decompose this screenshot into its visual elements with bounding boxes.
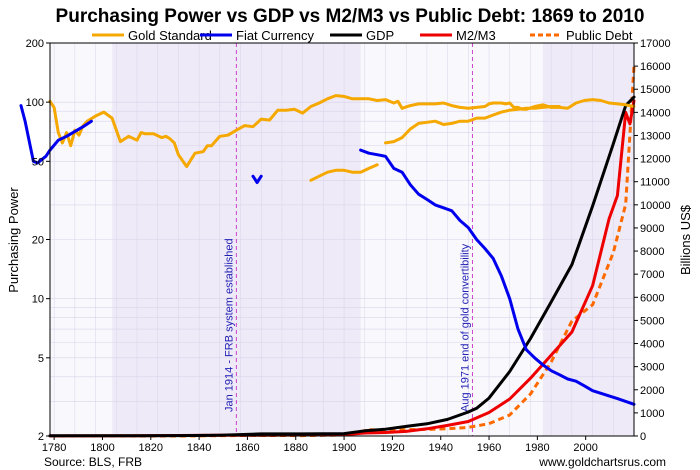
- right-tick-label: 14000: [640, 107, 671, 119]
- right-tick-label: 5000: [640, 315, 664, 327]
- x-tick-label: 2000: [573, 442, 597, 454]
- legend-label-m2m3: M2/M3: [456, 28, 496, 43]
- x-tick-label: 1840: [187, 442, 211, 454]
- right-tick-label: 17000: [640, 38, 671, 50]
- right-axis-ticks: 0 1000 2000 3000 4000 5000 6000 7000 8000 9000 100…: [634, 38, 671, 443]
- left-tick-label: 5: [38, 353, 44, 365]
- right-tick-label: 7000: [640, 269, 664, 281]
- right-tick-label: 8000: [640, 246, 664, 258]
- source-note: Source: BLS, FRB: [44, 455, 142, 469]
- legend-label-fiat: Fiat Currency: [236, 28, 315, 43]
- x-tick-label: 1780: [42, 442, 66, 454]
- right-tick-label: 3000: [640, 362, 664, 374]
- right-tick-label: 10000: [640, 200, 671, 212]
- right-tick-label: 16000: [640, 61, 671, 73]
- x-tick-label: 1960: [477, 442, 501, 454]
- legend: Gold Standard Fiat Currency GDP M2/M3 Pu…: [92, 28, 633, 43]
- right-tick-label: 15000: [640, 84, 671, 96]
- grid: [50, 42, 635, 437]
- x-tick-label: 1880: [284, 442, 308, 454]
- left-axis-ticks: 2 5 10 20 50 100 200: [26, 38, 50, 443]
- right-tick-label: 4000: [640, 339, 664, 351]
- right-axis-label: Billions US$: [678, 204, 693, 275]
- annotation-label-1: Aug 1971 end of gold convertibility: [459, 243, 471, 412]
- left-tick-label: 100: [26, 97, 44, 109]
- x-tick-label: 1820: [139, 442, 163, 454]
- series-fiat-segment-2: [359, 148, 636, 406]
- left-axis-label: Purchasing Power: [6, 187, 21, 293]
- x-tick-label: 1800: [90, 442, 114, 454]
- series-gold-segment-1: [309, 163, 379, 182]
- left-tick-label: 10: [32, 294, 44, 306]
- x-axis-ticks: 1780 1800 1820 1840 1860 1880 1900 1920 1940 1960…: [42, 436, 598, 454]
- right-tick-label: 13000: [640, 130, 671, 142]
- x-tick-label: 1920: [380, 442, 404, 454]
- legend-label-debt: Public Debt: [566, 28, 633, 43]
- left-tick-label: 200: [26, 38, 44, 50]
- right-tick-label: 2000: [640, 385, 664, 397]
- series-fiat-segment-0: [19, 104, 93, 165]
- series-fiat-segment-1: [251, 174, 263, 184]
- legend-label-gdp: GDP: [366, 28, 394, 43]
- right-tick-label: 1000: [640, 408, 664, 420]
- x-tick-label: 1940: [428, 442, 452, 454]
- chart-title: Purchasing Power vs GDP vs M2/M3 vs Publ…: [56, 6, 645, 27]
- right-tick-label: 9000: [640, 223, 664, 235]
- x-tick-label: 1900: [332, 442, 356, 454]
- left-tick-label: 50: [32, 156, 44, 168]
- right-tick-label: 12000: [640, 154, 671, 166]
- left-tick-label: 2: [38, 431, 44, 443]
- right-tick-label: 0: [640, 431, 646, 443]
- legend-label-gold: Gold Standard: [128, 28, 212, 43]
- right-tick-label: 11000: [640, 177, 670, 189]
- right-tick-label: 6000: [640, 292, 664, 304]
- series-gdp-segment-0: [48, 95, 636, 438]
- x-tick-label: 1860: [235, 442, 259, 454]
- annotation-label-0: Jan 1914 - FRB system established: [223, 238, 235, 412]
- left-tick-label: 20: [32, 235, 44, 247]
- x-tick-label: 1980: [525, 442, 549, 454]
- series-gold-segment-2: [384, 105, 561, 145]
- website-note: www.goldchartsrus.com: [538, 455, 666, 469]
- series-lines: [19, 66, 636, 438]
